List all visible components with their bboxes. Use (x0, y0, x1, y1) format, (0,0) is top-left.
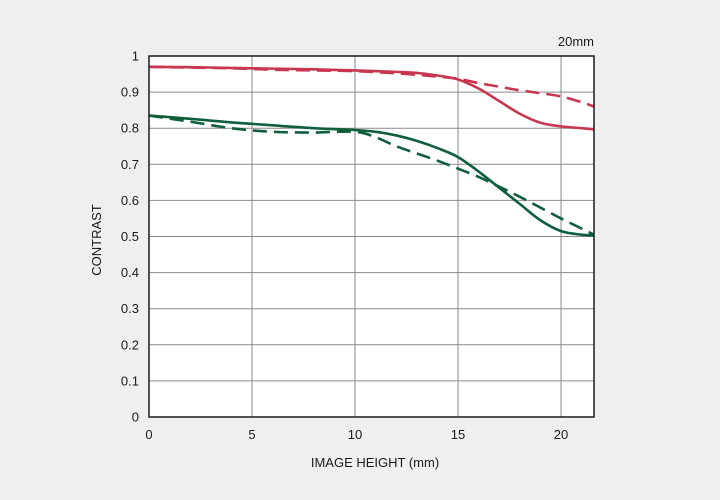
series-line-green-dashed (148, 114, 595, 236)
y-tick-label-5: 0.5 (121, 229, 139, 244)
x-tick-label-2: 10 (348, 427, 362, 442)
y-tick-label-2: 0.2 (121, 337, 139, 352)
x-tick-label-1: 5 (248, 427, 255, 442)
y-axis-label: CONTRAST (89, 204, 104, 276)
y-tick-label-4: 0.4 (121, 265, 139, 280)
x-tick-label-4: 20 (554, 427, 568, 442)
y-tick-label-10: 1 (132, 49, 139, 64)
y-tick-label-3: 0.3 (121, 301, 139, 316)
y-tick-label-9: 0.9 (121, 85, 139, 100)
x-axis-label: IMAGE HEIGHT (mm) (311, 455, 439, 470)
x-tick-labels: 0 5 10 15 20 (145, 427, 568, 442)
focal-length-label: 20mm (558, 34, 594, 49)
y-tick-label-8: 0.8 (121, 121, 139, 136)
x-tick-label-0: 0 (145, 427, 152, 442)
x-tick-label-3: 15 (451, 427, 465, 442)
series-lines (148, 65, 595, 237)
plot-frame (148, 55, 595, 418)
series-line-red-dashed (148, 65, 595, 108)
y-tick-label-6: 0.6 (121, 193, 139, 208)
series-line-green-solid (148, 114, 595, 237)
y-tick-labels: 0 0.1 0.2 0.3 0.4 0.5 0.6 0.7 0.8 0.9 1 (121, 49, 139, 425)
y-tick-label-1: 0.1 (121, 373, 139, 388)
y-tick-label-7: 0.7 (121, 157, 139, 172)
y-tick-label-0: 0 (132, 410, 139, 425)
